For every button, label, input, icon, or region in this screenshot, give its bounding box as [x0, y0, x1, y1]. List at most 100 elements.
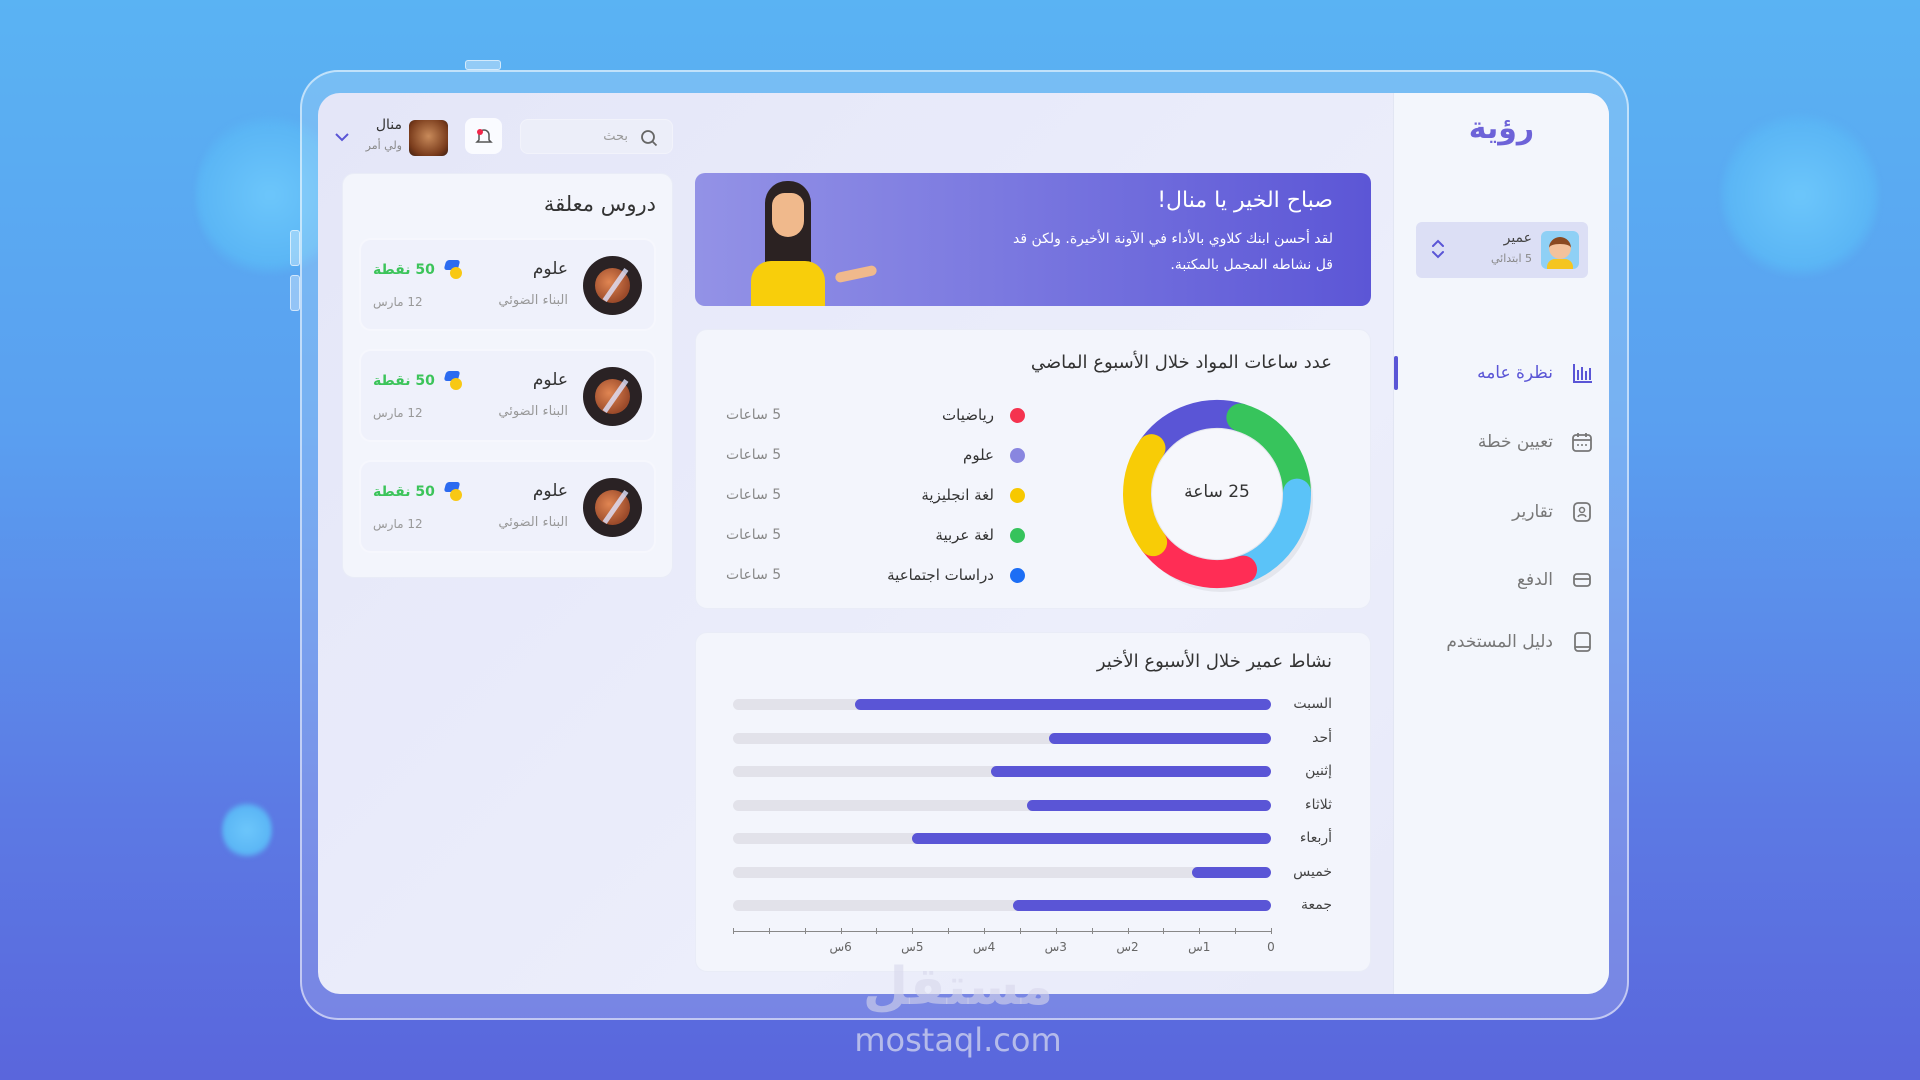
x-axis-tick	[948, 928, 950, 934]
subject-hours-title: عدد ساعات المواد خلال الأسبوع الماضي	[1030, 352, 1332, 373]
x-tick-label: 2س	[1116, 940, 1139, 954]
lesson-topic: البناء الضوئي	[498, 404, 568, 419]
bar-fill	[1027, 799, 1271, 811]
legend-dot	[1010, 528, 1025, 543]
watermark-url: mostaql.com	[854, 1021, 1062, 1059]
sidebar-item-label: نظرة عامه	[1477, 363, 1553, 383]
search-placeholder: بحث	[603, 129, 628, 144]
user-name: منال	[375, 117, 402, 133]
banner-line-2: قل نشاطه المجمل بالمكتبة.	[1170, 257, 1333, 273]
pending-lessons-title: دروس معلقة	[543, 192, 656, 216]
bar-day-label: ثلاثاء	[1305, 796, 1332, 813]
bar-fill	[1012, 900, 1271, 911]
legend-label: رياضيات	[942, 406, 994, 424]
lesson-date: 12 مارس	[373, 406, 423, 420]
x-axis-tick	[1271, 928, 1272, 934]
student-avatar	[1541, 231, 1579, 269]
x-axis-tick	[912, 928, 914, 934]
x-axis-tick	[804, 928, 806, 934]
x-axis-tick	[1019, 928, 1021, 934]
bar-track	[733, 900, 1271, 911]
x-tick-label: 0	[1267, 940, 1275, 954]
donut-segment	[1123, 434, 1168, 557]
welcome-banner: صباح الخير يا منال! لقد أحسن ابنك كلاوي …	[695, 173, 1371, 306]
chevron-down-icon[interactable]	[334, 131, 350, 143]
app-screen: رؤية عمير 5 ابتدائي نظرة عامه تعيين خطة …	[318, 93, 1609, 994]
lesson-points: 50 نقطة	[373, 373, 435, 389]
legend-label: علوم	[963, 446, 994, 464]
legend-value: 5 ساعات	[726, 527, 782, 543]
search-input[interactable]: بحث	[520, 119, 673, 154]
bar-day-label: أحد	[1312, 729, 1332, 746]
legend-label: دراسات اجتماعية	[887, 566, 994, 584]
bar-day-label: جمعة	[1300, 897, 1332, 913]
sidebar-item-payment[interactable]: الدفع	[1393, 562, 1593, 598]
legend-value: 5 ساعات	[726, 487, 782, 503]
watermark-logo: مستقل	[862, 957, 1054, 1017]
notification-button[interactable]	[465, 118, 502, 154]
chevron-up-down-icon[interactable]	[1430, 236, 1446, 262]
x-tick-label: 5س	[901, 940, 924, 954]
lesson-card[interactable]: علوم البناء الضوئي 50 نقطة 12 مارس	[359, 460, 656, 553]
lesson-points: 50 نقطة	[373, 484, 435, 500]
user-role: ولي أمر	[365, 139, 402, 152]
sidebar-item-label: الدفع	[1516, 570, 1553, 590]
lesson-thumbnail	[583, 367, 642, 426]
weekly-activity-title: نشاط عمير خلال الأسبوع الأخير	[1096, 651, 1332, 672]
x-axis-tick	[1235, 928, 1237, 934]
user-avatar[interactable]	[409, 120, 448, 156]
x-axis-tick	[1199, 928, 1201, 934]
lesson-card[interactable]: علوم البناء الضوئي 50 نقطة 12 مارس	[359, 349, 656, 442]
bar-fill	[854, 699, 1271, 710]
bar-fill	[912, 833, 1271, 844]
legend-label: لغة انجليزية	[921, 486, 994, 504]
bar-track	[733, 732, 1271, 744]
sidebar-item-label: تقارير	[1512, 502, 1553, 522]
lesson-subject: علوم	[532, 481, 568, 501]
search-icon	[641, 130, 658, 147]
banner-line-1: لقد أحسن ابنك كلاوي بالأداء في الآونة ال…	[1013, 231, 1333, 247]
lesson-topic: البناء الضوئي	[498, 293, 568, 308]
x-axis-tick	[984, 928, 986, 934]
app-logo: رؤية	[1468, 111, 1535, 146]
sidebar-item-user-guide[interactable]: دليل المستخدم	[1393, 624, 1593, 660]
legend-dot	[1010, 408, 1025, 423]
x-axis-tick	[1127, 928, 1129, 934]
legend-dot	[1010, 448, 1025, 463]
lesson-thumbnail	[583, 256, 642, 315]
student-name: عمير	[1503, 230, 1532, 246]
bar-track	[733, 866, 1271, 878]
lesson-thumbnail	[583, 478, 642, 537]
sidebar-item-assign-plan[interactable]: تعيين خطة	[1393, 424, 1593, 460]
medal-icon	[443, 482, 463, 502]
donut-hole	[1152, 429, 1282, 559]
bar-day-label: السبت	[1293, 696, 1332, 712]
bar-fill	[1192, 866, 1271, 878]
x-axis-tick	[1163, 928, 1165, 934]
background-blob	[1720, 110, 1880, 280]
x-axis-tick	[1091, 928, 1093, 934]
sidebar-item-label: دليل المستخدم	[1446, 632, 1553, 652]
lesson-date: 12 مارس	[373, 517, 423, 531]
x-tick-label: 4س	[972, 940, 996, 954]
x-axis-tick	[768, 928, 770, 934]
legend-value: 5 ساعات	[726, 407, 782, 423]
bar-day-label: إثنين	[1305, 763, 1332, 779]
legend-value: 5 ساعات	[726, 447, 782, 463]
bar-fill	[991, 766, 1271, 777]
background-blob	[222, 800, 272, 860]
x-axis-tick	[1055, 928, 1057, 934]
student-switcher[interactable]: عمير 5 ابتدائي	[1416, 222, 1588, 278]
credit-card-icon	[1573, 573, 1591, 587]
x-tick-label: 3س	[1044, 940, 1067, 954]
medal-icon	[443, 260, 463, 280]
bar-day-label: خميس	[1293, 863, 1332, 880]
legend-value: 5 ساعات	[726, 567, 782, 583]
x-tick-label: 6س	[829, 940, 852, 954]
lesson-card[interactable]: علوم البناء الضوئي 50 نقطة 12 مارس	[359, 238, 656, 331]
sidebar-item-overview[interactable]: نظرة عامه	[1393, 355, 1593, 391]
x-tick-label: 1س	[1188, 940, 1211, 954]
x-axis-tick	[876, 928, 878, 934]
sidebar-item-reports[interactable]: تقارير	[1393, 494, 1593, 530]
bar-track	[733, 799, 1271, 811]
